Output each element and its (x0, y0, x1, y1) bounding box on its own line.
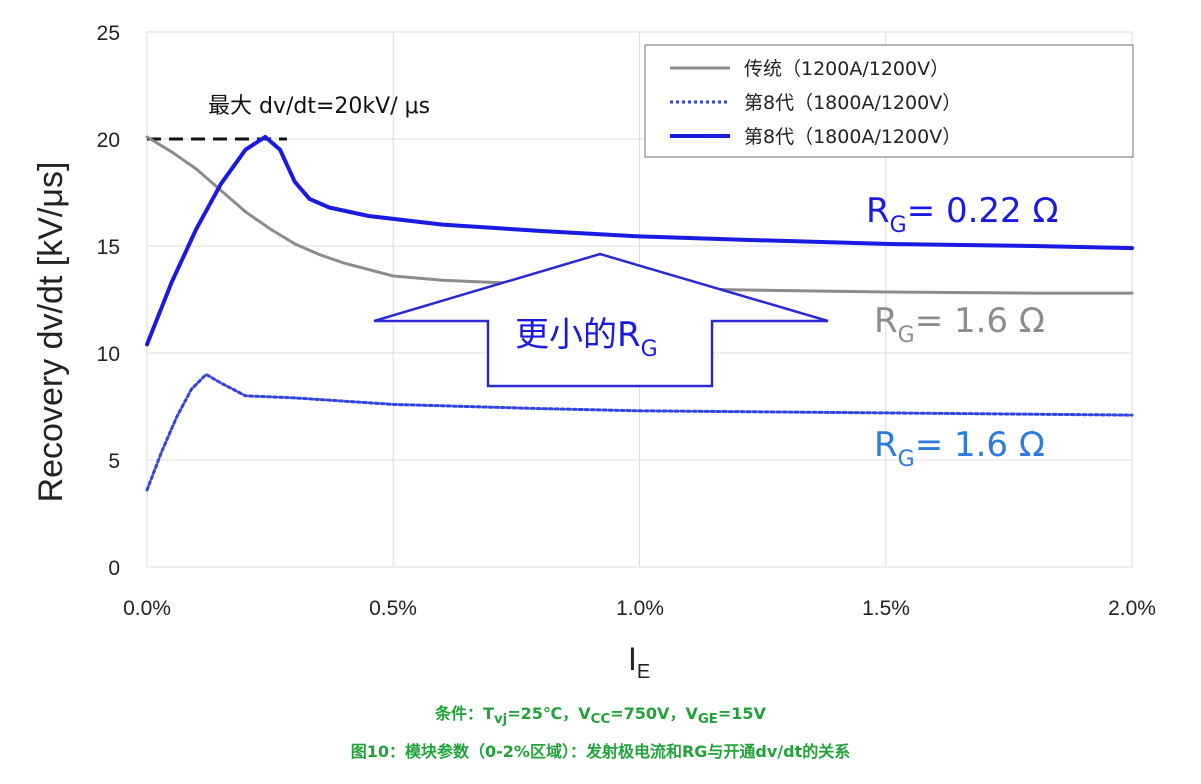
x-tick-label: 2.0% (1108, 597, 1156, 620)
conditions-caption: 条件：Tvj=25℃，VCC=750V，VGE=15V (435, 704, 766, 728)
x-axis-label: IE (628, 641, 650, 683)
legend-entry-gen8-solid: 第8代（1800A/1200V） (744, 126, 961, 148)
x-tick-label: 1.0% (616, 597, 664, 620)
y-tick-label: 5 (108, 450, 120, 473)
x-tick-label: 0.0% (123, 597, 171, 620)
legend-entry-conventional: 传统（1200A/1200V） (744, 58, 949, 80)
figure-title-caption: 图10：模块参数（0-2%区域）：发射极电流和RG与开通dv/dt的关系 (350, 742, 851, 761)
x-tick-label: 1.5% (862, 597, 910, 620)
y-tick-label: 25 (97, 22, 120, 45)
max-dvdt-label: 最大 dv/dt=20kV/ μs (208, 94, 430, 119)
y-tick-label: 20 (97, 129, 120, 152)
series-line-gen8-rg022 (145, 134, 1134, 347)
y-tick-label: 10 (97, 343, 120, 366)
up-arrow-shape (373, 252, 829, 388)
legend-entry-gen8-dotted: 第8代（1800A/1200V） (744, 92, 961, 114)
y-tick-label: 15 (97, 236, 120, 259)
y-axis-ticks: 0 5 10 15 20 25 (97, 22, 120, 580)
y-tick-label: 0 (108, 557, 120, 580)
x-axis-ticks: 0.0% 0.5% 1.0% 1.5% 2.0% (123, 597, 1156, 620)
arrow-label: 更小的RG (515, 315, 658, 362)
series-line-gen8-rg16 (145, 372, 1134, 492)
legend: 传统（1200A/1200V） 第8代（1800A/1200V） 第8代（180… (644, 44, 1134, 158)
rg-16-blue-label: RG= 1.6 Ω (874, 425, 1045, 472)
x-tick-label: 0.5% (369, 597, 417, 620)
y-axis-label: Recovery dv/dt [kV/μs] (32, 162, 70, 503)
series-line-conventional (145, 135, 1134, 295)
chart: 0 5 10 15 20 25 0.0% 0.5% 1.0% 1.5% 2.0%… (32, 22, 1156, 683)
rg-022-label: RG= 0.22 Ω (866, 191, 1058, 238)
rg-16-gray-label: RG= 1.6 Ω (874, 301, 1045, 348)
